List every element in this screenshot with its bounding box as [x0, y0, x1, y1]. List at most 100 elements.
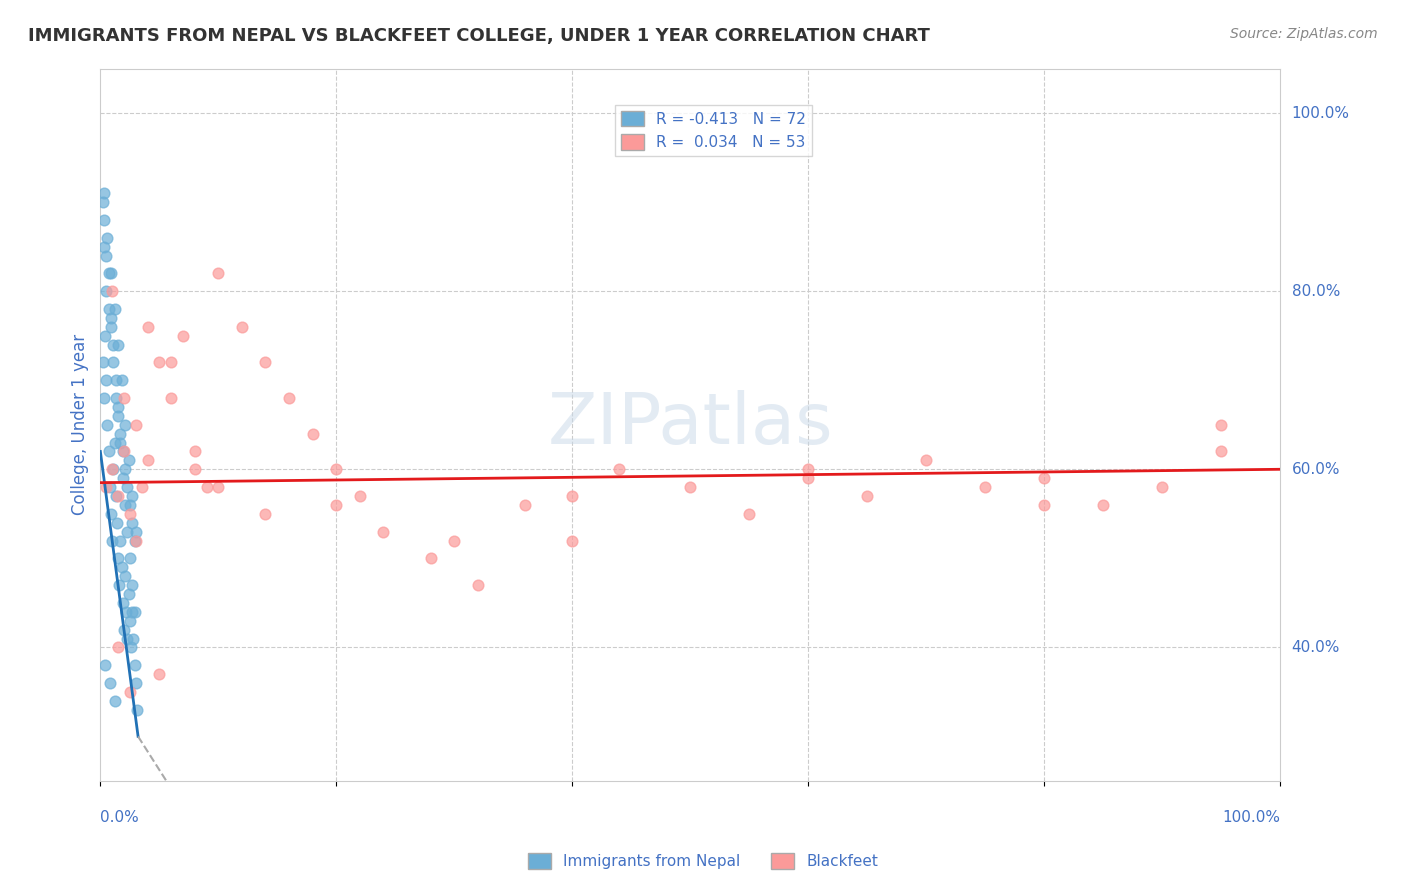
Point [91, 195, 114, 210]
Text: 40.0%: 40.0% [1292, 640, 1340, 655]
Point [98, 480, 121, 494]
Point [103, 435, 125, 450]
Point [112, 623, 135, 637]
Point [124, 533, 146, 548]
Text: Source: ZipAtlas.com: Source: ZipAtlas.com [1230, 27, 1378, 41]
Legend: R = -0.413   N = 72, R =  0.034   N = 53: R = -0.413 N = 72, R = 0.034 N = 53 [616, 104, 813, 156]
Point [100, 319, 122, 334]
Point [96, 480, 118, 494]
Point [112, 444, 135, 458]
Point [254, 507, 277, 521]
Point [467, 578, 489, 592]
Point [117, 632, 139, 646]
Point [111, 471, 134, 485]
Point [136, 453, 159, 467]
Point [561, 533, 583, 548]
Point [1209, 417, 1232, 432]
Point [125, 524, 148, 539]
Point [118, 614, 141, 628]
Point [100, 310, 122, 325]
Point [513, 498, 536, 512]
Point [100, 507, 122, 521]
Point [1209, 444, 1232, 458]
Point [125, 417, 148, 432]
Point [1033, 471, 1056, 485]
Point [107, 400, 129, 414]
Point [107, 409, 129, 423]
Point [124, 605, 146, 619]
Point [96, 231, 118, 245]
Point [419, 551, 441, 566]
Point [856, 489, 879, 503]
Point [160, 355, 183, 369]
Point [797, 471, 820, 485]
Point [301, 426, 323, 441]
Point [118, 498, 141, 512]
Point [124, 658, 146, 673]
Point [103, 337, 125, 351]
Point [97, 444, 120, 458]
Point [103, 462, 125, 476]
Point [172, 328, 194, 343]
Point [1150, 480, 1173, 494]
Point [103, 694, 125, 708]
Point [195, 480, 218, 494]
Point [93, 213, 115, 227]
Point [107, 551, 129, 566]
Text: 100.0%: 100.0% [1292, 105, 1350, 120]
Point [107, 337, 129, 351]
Point [118, 685, 141, 699]
Point [94, 328, 117, 343]
Point [96, 417, 118, 432]
Point [93, 186, 115, 201]
Point [115, 605, 138, 619]
Point [93, 391, 115, 405]
Point [121, 516, 143, 530]
Point [183, 444, 205, 458]
Point [98, 676, 121, 690]
Point [103, 355, 125, 369]
Point [101, 462, 124, 476]
Point [121, 489, 143, 503]
Point [117, 524, 139, 539]
Point [121, 605, 143, 619]
Legend: Immigrants from Nepal, Blackfeet: Immigrants from Nepal, Blackfeet [522, 847, 884, 875]
Point [107, 489, 129, 503]
Point [93, 240, 115, 254]
Point [609, 462, 631, 476]
Point [122, 632, 145, 646]
Point [974, 480, 997, 494]
Text: 80.0%: 80.0% [1292, 284, 1340, 299]
Point [160, 391, 183, 405]
Point [100, 266, 122, 280]
Point [112, 391, 135, 405]
Text: 100.0%: 100.0% [1222, 810, 1279, 824]
Point [110, 560, 132, 574]
Point [114, 462, 136, 476]
Point [915, 453, 938, 467]
Point [114, 498, 136, 512]
Point [110, 426, 132, 441]
Point [148, 667, 170, 681]
Point [738, 507, 761, 521]
Point [110, 533, 132, 548]
Point [131, 480, 153, 494]
Point [325, 498, 347, 512]
Point [207, 480, 229, 494]
Point [125, 703, 148, 717]
Point [136, 319, 159, 334]
Point [110, 373, 132, 387]
Point [110, 435, 132, 450]
Point [91, 355, 114, 369]
Point [561, 489, 583, 503]
Text: 60.0%: 60.0% [1292, 462, 1340, 477]
Point [94, 658, 117, 673]
Point [104, 373, 127, 387]
Point [443, 533, 465, 548]
Point [118, 587, 141, 601]
Text: ZIPatlas: ZIPatlas [547, 391, 832, 459]
Point [118, 551, 141, 566]
Point [121, 578, 143, 592]
Point [103, 301, 125, 316]
Point [97, 301, 120, 316]
